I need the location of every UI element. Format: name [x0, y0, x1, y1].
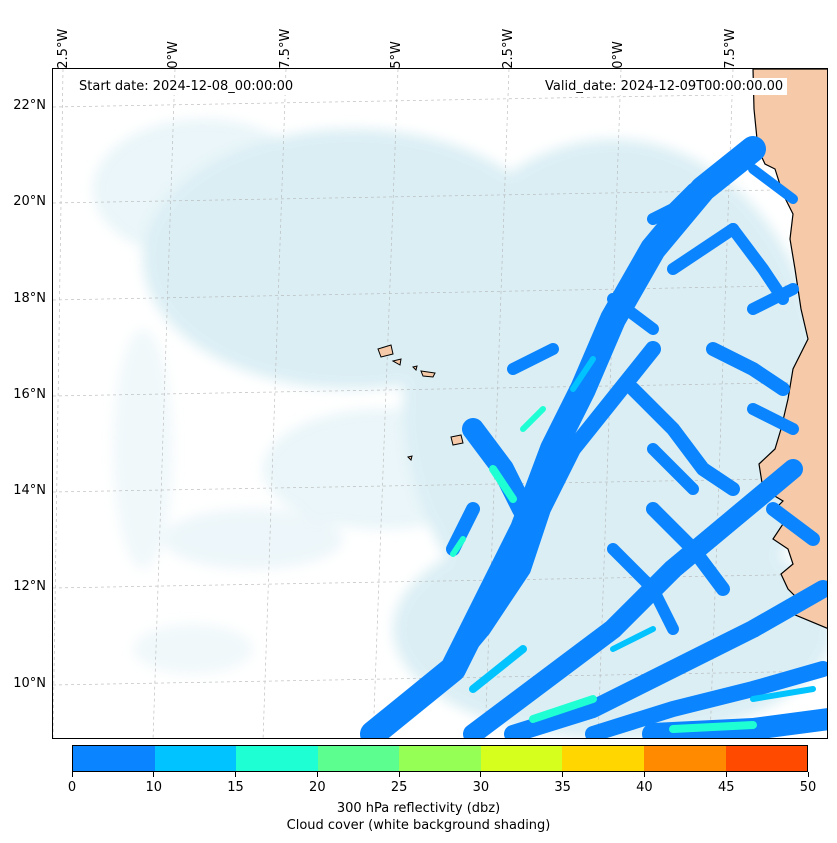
map-canvas — [53, 69, 827, 738]
colorbar-segment-2 — [236, 746, 318, 771]
colorbar-tick — [316, 772, 318, 777]
colorbar-segment-4 — [399, 746, 481, 771]
colorbar-tick-label: 25 — [390, 780, 408, 795]
lat-label-16n: 16°N — [13, 387, 46, 402]
colorbar-segment-3 — [317, 746, 400, 771]
lat-label-12n: 12°N — [13, 579, 46, 594]
lat-label-20n: 20°N — [13, 194, 46, 209]
colorbar-tick — [807, 772, 809, 777]
colorbar-segment-7 — [643, 746, 726, 771]
colorbar-tick — [562, 772, 564, 777]
valid-date-label: Valid_date: 2024-12-09T00:00:00.00 — [541, 78, 788, 95]
colorbar-segment-0 — [73, 746, 155, 771]
map-panel[interactable] — [52, 68, 828, 739]
colorbar-tick — [725, 772, 727, 777]
colorbar-segment-1 — [154, 746, 237, 771]
lat-label-10n: 10°N — [13, 676, 46, 691]
reflectivity-10-20 — [450, 356, 816, 733]
colorbar-tick-label: 50 — [799, 780, 817, 795]
colorbar-title: 300 hPa reflectivity (dbz) — [336, 801, 501, 816]
colorbar-tick-label: 10 — [145, 780, 163, 795]
lat-label-22n: 22°N — [13, 98, 46, 113]
colorbar-tick — [398, 772, 400, 777]
colorbar-tick — [153, 772, 155, 777]
colorbar-segment-6 — [562, 746, 644, 771]
colorbar-tick-label: 30 — [472, 780, 490, 795]
colorbar-tick-label: 40 — [636, 780, 653, 795]
colorbar-tick-label: 20 — [309, 780, 326, 795]
colorbar-subtitle: Cloud cover (white background shading) — [286, 818, 551, 833]
colorbar-tick-label: 0 — [67, 780, 77, 795]
cape-verde-islands — [377, 344, 464, 461]
lat-label-18n: 18°N — [13, 291, 46, 306]
colorbar-tick — [71, 772, 73, 777]
lat-label-14n: 14°N — [13, 483, 46, 498]
colorbar-tick — [480, 772, 482, 777]
colorbar-segment-5 — [480, 746, 563, 771]
colorbar — [72, 745, 808, 772]
colorbar-tick-label: 45 — [717, 780, 735, 795]
colorbar-segment-8 — [725, 746, 808, 771]
colorbar-tick — [643, 772, 645, 777]
start-date-label: Start date: 2024-12-08_00:00:00 — [75, 78, 298, 95]
colorbar-tick — [235, 772, 237, 777]
colorbar-tick-label: 15 — [227, 780, 244, 795]
colorbar-tick-label: 35 — [554, 780, 571, 795]
